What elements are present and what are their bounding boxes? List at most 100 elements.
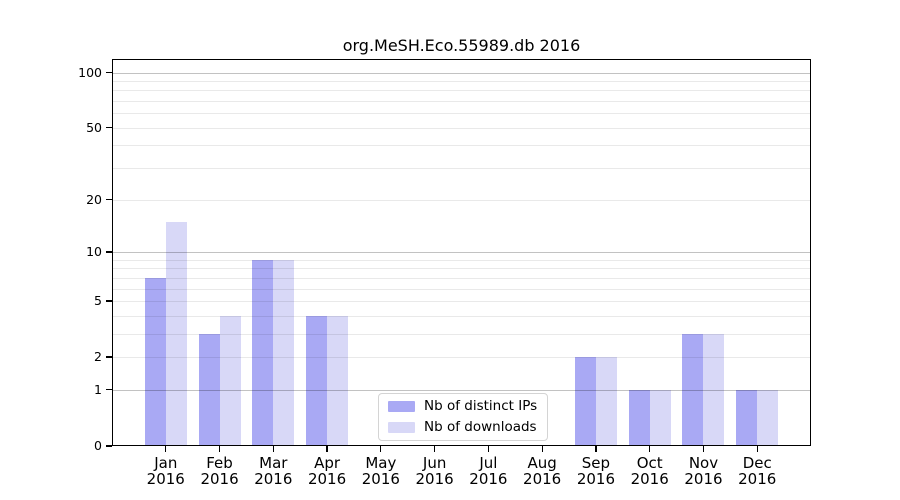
bar-feb-downloads bbox=[219, 315, 241, 446]
gridline-y-3 bbox=[112, 333, 811, 335]
gridline-y-5 bbox=[112, 300, 811, 302]
x-label-month: Dec bbox=[742, 454, 772, 472]
bar-apr-distinct-ips bbox=[306, 315, 328, 446]
y-tick-label-1: 1 bbox=[94, 381, 102, 397]
x-label-month: May bbox=[365, 454, 397, 472]
x-label-year: 2016 bbox=[361, 470, 400, 488]
plot-area: Nb of distinct IPs Nb of downloads bbox=[112, 59, 811, 446]
x-label-year: 2016 bbox=[415, 470, 454, 488]
x-tick-apr bbox=[326, 446, 328, 452]
x-tick-label-mar: Mar 2016 bbox=[241, 455, 305, 487]
x-label-month: Sep bbox=[581, 454, 611, 472]
x-tick-jun bbox=[434, 446, 436, 452]
gridline-y-20 bbox=[112, 199, 811, 201]
y-tick-label-10: 10 bbox=[86, 243, 102, 259]
gridline-y-50 bbox=[112, 127, 811, 129]
legend-label-downloads: Nb of downloads bbox=[424, 419, 537, 435]
bar-nov-downloads bbox=[703, 333, 725, 446]
bar-nov-distinct-ips bbox=[682, 333, 704, 446]
y-tick-label-5: 5 bbox=[94, 292, 102, 308]
y-tick-label-0: 0 bbox=[94, 438, 102, 453]
x-tick-jul bbox=[487, 446, 489, 452]
gridline-y-2 bbox=[112, 357, 811, 359]
bar-mar-distinct-ips bbox=[252, 259, 274, 446]
x-label-year: 2016 bbox=[523, 470, 562, 488]
x-tick-dec bbox=[756, 446, 758, 452]
x-label-month: Aug bbox=[527, 454, 557, 472]
x-label-month: Mar bbox=[259, 454, 288, 472]
y-tick-100 bbox=[106, 71, 112, 74]
y-tick-label-2: 2 bbox=[94, 349, 102, 365]
grid-layer bbox=[112, 59, 811, 446]
y-tick-1 bbox=[106, 389, 112, 391]
x-label-month: Apr bbox=[314, 454, 341, 472]
legend-label-distinct-ips: Nb of distinct IPs bbox=[424, 398, 538, 414]
legend: Nb of distinct IPs Nb of downloads bbox=[378, 393, 549, 441]
y-tick-label-50: 50 bbox=[86, 119, 102, 135]
x-label-year: 2016 bbox=[200, 470, 239, 488]
y-tick-50 bbox=[106, 127, 112, 129]
gridline-y-40 bbox=[112, 145, 811, 147]
x-label-year: 2016 bbox=[738, 470, 777, 488]
x-tick-label-jul: Jul 2016 bbox=[456, 455, 520, 487]
gridline-y-30 bbox=[112, 168, 811, 170]
x-label-year: 2016 bbox=[146, 470, 185, 488]
gridline-y-100 bbox=[112, 72, 811, 74]
x-label-year: 2016 bbox=[254, 470, 293, 488]
gridline-y-7 bbox=[112, 277, 811, 279]
x-tick-label-nov: Nov 2016 bbox=[671, 455, 735, 487]
legend-swatch-downloads bbox=[388, 421, 415, 433]
x-tick-label-apr: Apr 2016 bbox=[295, 455, 359, 487]
y-tick-label-100: 100 bbox=[78, 64, 102, 80]
x-label-month: Jul bbox=[479, 454, 498, 472]
x-label-month: Oct bbox=[636, 454, 663, 472]
gridline-y-9 bbox=[112, 259, 811, 261]
y-tick-0 bbox=[106, 445, 112, 447]
gridline-y-6 bbox=[112, 288, 811, 290]
y-tick-5 bbox=[106, 300, 112, 302]
x-tick-label-may: May 2016 bbox=[349, 455, 413, 487]
x-label-year: 2016 bbox=[684, 470, 723, 488]
gridline-y-10 bbox=[112, 251, 811, 253]
bar-jan-downloads bbox=[165, 221, 187, 446]
x-tick-label-aug: Aug 2016 bbox=[510, 455, 574, 487]
x-label-year: 2016 bbox=[469, 470, 508, 488]
gridline-y-8 bbox=[112, 268, 811, 270]
x-tick-nov bbox=[702, 446, 705, 452]
bar-feb-distinct-ips bbox=[198, 333, 220, 446]
bar-oct-downloads bbox=[649, 389, 671, 446]
gridline-y-70 bbox=[112, 101, 811, 103]
x-tick-jan bbox=[165, 446, 167, 452]
legend-item-distinct-ips: Nb of distinct IPs bbox=[388, 398, 537, 414]
x-tick-label-oct: Oct 2016 bbox=[618, 455, 682, 487]
bar-sep-distinct-ips bbox=[574, 357, 596, 446]
y-tick-2 bbox=[106, 356, 112, 358]
x-tick-may bbox=[380, 446, 382, 452]
gridline-y-4 bbox=[112, 315, 811, 317]
x-tick-label-dec: Dec 2016 bbox=[725, 455, 789, 487]
x-tick-oct bbox=[649, 446, 651, 452]
x-tick-sep bbox=[595, 446, 597, 452]
x-label-year: 2016 bbox=[576, 470, 616, 488]
x-label-month: Feb bbox=[206, 454, 233, 472]
y-tick-20 bbox=[106, 199, 112, 201]
x-tick-mar bbox=[272, 446, 274, 452]
gridline-y-60 bbox=[112, 113, 811, 115]
legend-swatch-distinct-ips bbox=[388, 400, 415, 412]
bar-sep-downloads bbox=[595, 357, 617, 446]
bars-layer bbox=[112, 59, 811, 446]
bar-oct-distinct-ips bbox=[628, 389, 650, 446]
x-tick-label-feb: Feb 2016 bbox=[188, 455, 252, 487]
y-tick-label-20: 20 bbox=[86, 191, 102, 207]
x-label-year: 2016 bbox=[307, 470, 347, 488]
y-tick-10 bbox=[106, 251, 112, 253]
bar-dec-distinct-ips bbox=[736, 389, 758, 446]
gridline-y-1 bbox=[112, 389, 811, 391]
x-tick-label-sep: Sep 2016 bbox=[564, 455, 628, 487]
bar-mar-downloads bbox=[273, 259, 295, 446]
x-label-year: 2016 bbox=[630, 470, 669, 488]
x-tick-feb bbox=[218, 446, 221, 452]
chart-title: org.MeSH.Eco.55989.db 2016 bbox=[342, 36, 581, 55]
gridline-y-90 bbox=[112, 80, 811, 82]
